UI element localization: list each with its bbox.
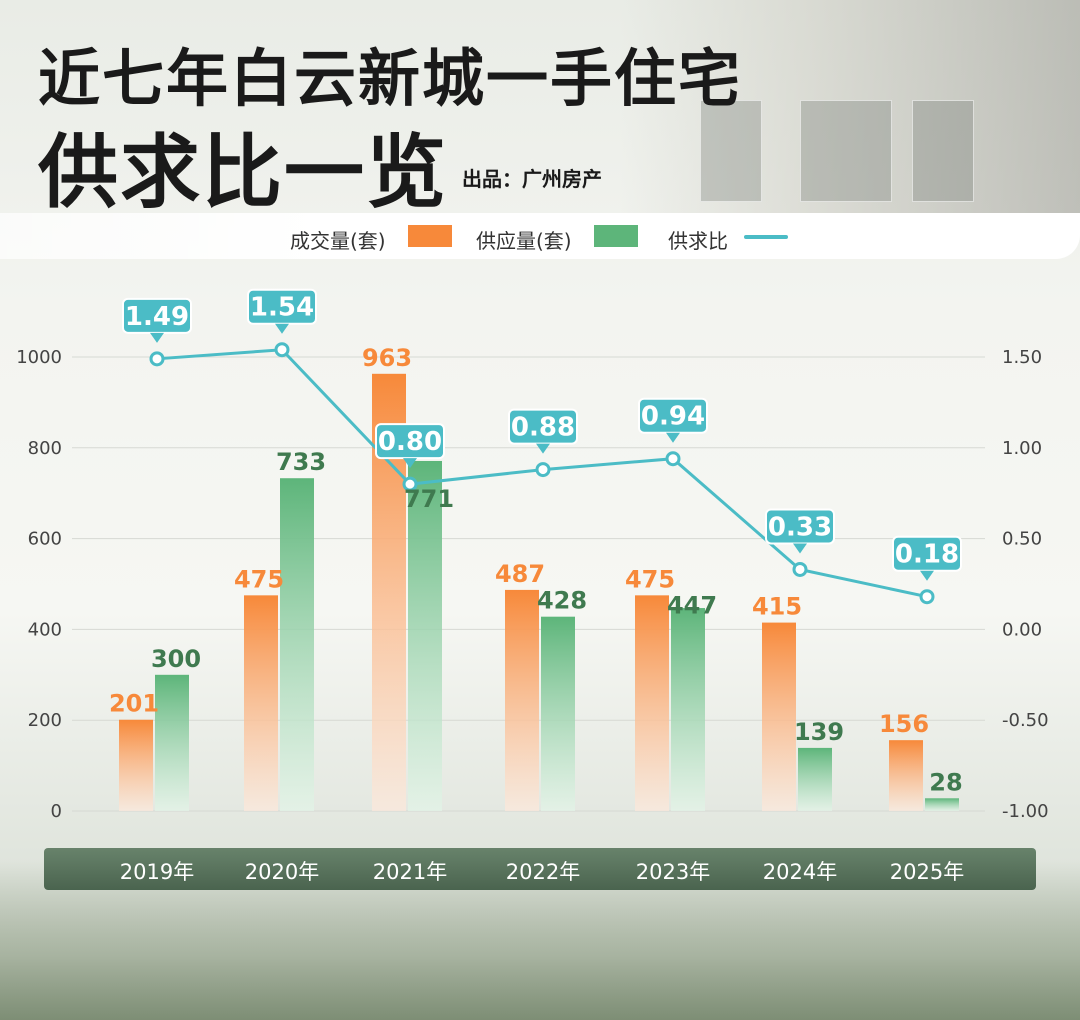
ratio-value-label: 0.33: [768, 512, 832, 542]
ratio-point: [665, 451, 681, 467]
title-line-2: 供求比一览: [38, 125, 448, 219]
bar-sales: [889, 740, 923, 811]
x-tick-label: 2022年: [506, 860, 580, 884]
y-right-tick-label: 1.50: [1002, 347, 1042, 368]
ratio-label-pointer: [666, 432, 680, 443]
bar-supply-value-label: 300: [151, 645, 201, 673]
y-right-tick-label: 0.50: [1002, 529, 1042, 550]
bar-sales: [119, 719, 153, 811]
bar-sales: [244, 595, 278, 811]
y-left-tick-label: 800: [28, 438, 62, 459]
bar-sales-value-label: 156: [879, 710, 929, 738]
bar-supply-value-label: 428: [537, 587, 587, 615]
bar-supply-value-label: 28: [929, 768, 962, 796]
ratio-label-pointer: [920, 570, 934, 581]
bar-supply: [671, 608, 705, 811]
bar-supply-value-label: 447: [667, 591, 717, 619]
x-tick-label: 2025年: [890, 860, 964, 884]
ratio-point: [919, 589, 935, 605]
background-window: [800, 100, 892, 202]
source-credit: 出品：广州房产: [462, 167, 602, 191]
bar-sales-value-label: 487: [495, 560, 545, 588]
ratio-label-pointer: [536, 443, 550, 454]
y-left-tick-label: 200: [28, 710, 62, 731]
ratio-value-label: 0.94: [641, 402, 705, 432]
ratio-label-pointer: [275, 323, 289, 334]
bar-sales-value-label: 415: [752, 593, 802, 621]
ratio-label-pointer: [150, 332, 164, 343]
ratio-point: [274, 342, 290, 358]
y-left-tick-label: 1000: [16, 347, 62, 368]
x-tick-label: 2021年: [373, 860, 447, 884]
legend-supply-swatch: [594, 225, 638, 247]
legend-ratio-label: 供求比: [668, 229, 728, 253]
bar-supply-value-label: 771: [404, 485, 454, 513]
legend: 成交量(套) 供应量(套) 供求比: [0, 213, 1080, 259]
ratio-point: [402, 476, 418, 492]
bar-supply: [280, 478, 314, 811]
ratio-label-pointer: [793, 543, 807, 554]
bar-sales: [635, 595, 669, 811]
ratio-value-label: 1.54: [250, 293, 314, 323]
legend-sales-label: 成交量(套): [290, 229, 386, 253]
bar-supply: [155, 674, 189, 811]
ratio-value-label: 0.88: [511, 413, 575, 443]
y-right-tick-label: 1.00: [1002, 438, 1042, 459]
background-window: [700, 100, 762, 202]
ratio-point: [535, 462, 551, 478]
y-left-tick-label: 400: [28, 619, 62, 640]
legend-supply-label: 供应量(套): [476, 229, 572, 253]
bar-supply-value-label: 733: [276, 448, 326, 476]
x-tick-label: 2019年: [120, 860, 194, 884]
background-window: [912, 100, 974, 202]
ratio-value-label: 0.80: [378, 427, 442, 457]
bar-supply: [798, 747, 832, 811]
bar-supply: [408, 460, 442, 811]
ratio-value-label: 0.18: [895, 540, 959, 570]
ratio-label-pointer: [403, 458, 417, 469]
x-tick-label: 2024年: [763, 860, 837, 884]
bar-sales-value-label: 475: [625, 565, 675, 593]
bar-supply: [925, 798, 959, 811]
background-building: [620, 0, 1080, 230]
y-right-tick-label: 0.00: [1002, 619, 1042, 640]
bar-sales: [505, 589, 539, 811]
ratio-point: [149, 351, 165, 367]
y-right-tick-label: -0.50: [1002, 710, 1049, 731]
bar-sales-value-label: 475: [234, 565, 284, 593]
ratio-value-label: 1.49: [125, 302, 189, 332]
y-left-tick-label: 600: [28, 529, 62, 550]
legend-ratio-swatch: [744, 235, 788, 239]
y-left-tick-label: 0: [51, 801, 62, 822]
y-right-tick-label: -1.00: [1002, 801, 1049, 822]
x-tick-label: 2020年: [245, 860, 319, 884]
bar-supply-value-label: 139: [794, 718, 844, 746]
title-line-1: 近七年白云新城一手住宅: [38, 42, 743, 115]
bar-supply: [541, 616, 575, 811]
x-axis-band: [44, 848, 1036, 890]
legend-sales-swatch: [408, 225, 452, 247]
bar-sales-value-label: 201: [109, 690, 159, 718]
bar-sales: [762, 622, 796, 811]
x-tick-label: 2023年: [636, 860, 710, 884]
ratio-point: [792, 561, 808, 577]
bar-sales-value-label: 963: [362, 344, 412, 372]
